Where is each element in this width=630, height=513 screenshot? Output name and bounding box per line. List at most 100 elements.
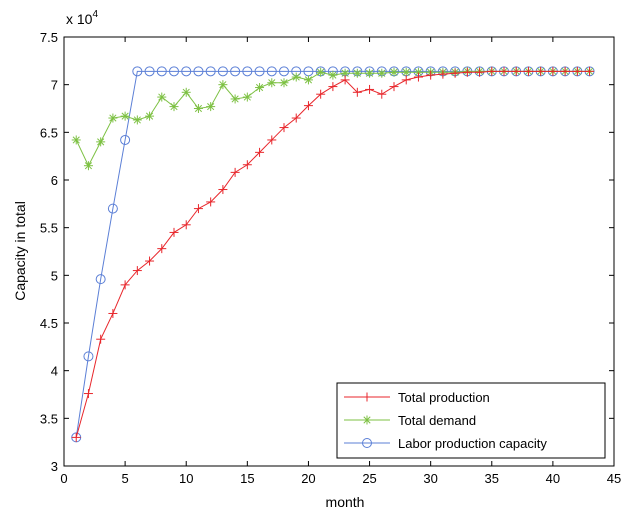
data-point <box>230 94 240 104</box>
data-point <box>328 82 338 92</box>
circle-marker-shape <box>120 134 131 145</box>
data-point <box>242 92 252 102</box>
circle-marker-shape <box>193 66 204 77</box>
data-point <box>120 134 131 145</box>
asterisk-marker-d2 <box>414 68 423 76</box>
data-point <box>585 66 595 76</box>
asterisk-marker-d2 <box>194 104 203 113</box>
y-tick-label: 7.5 <box>40 30 58 45</box>
circle-marker-shape <box>279 66 289 77</box>
y-axis-multiplier-base: x 10 <box>66 11 93 27</box>
data-point <box>475 67 485 77</box>
circle-marker-shape <box>217 66 228 77</box>
data-point <box>120 111 130 121</box>
data-point <box>218 80 228 90</box>
data-point <box>279 66 289 77</box>
data-point <box>96 137 106 147</box>
data-point <box>389 67 399 77</box>
data-point <box>120 280 130 290</box>
legend-marker-shape <box>362 415 372 425</box>
y-axis-label: Capacity in total <box>12 201 28 301</box>
asterisk-marker-d2 <box>390 68 398 76</box>
asterisk-marker-d2 <box>365 69 374 77</box>
circle-marker-shape <box>169 66 179 77</box>
data-point <box>438 69 448 79</box>
circle-marker-shape <box>144 66 155 77</box>
data-point <box>83 389 93 399</box>
x-tick-label: 15 <box>240 471 254 486</box>
y-axis-multiplier-exponent: 4 <box>92 9 98 20</box>
legend-marker-shape <box>362 392 372 402</box>
asterisk-marker-d2 <box>207 102 215 111</box>
data-point <box>401 75 411 85</box>
legend-entry-2: Labor production capacity <box>344 436 547 451</box>
legend-marker-shape <box>362 438 372 448</box>
legend-marker-2 <box>362 438 372 448</box>
data-point <box>279 123 289 133</box>
data-point <box>303 101 313 111</box>
data-point <box>328 70 338 80</box>
data-point <box>205 66 216 77</box>
circle-marker-shape <box>362 438 372 448</box>
asterisk-marker-d2 <box>219 81 227 89</box>
x-tick-label: 20 <box>301 471 315 486</box>
data-point <box>352 68 362 78</box>
x-tick-label: 25 <box>362 471 376 486</box>
data-point <box>230 66 241 77</box>
legend-label-0: Total production <box>398 390 490 405</box>
data-point <box>108 308 118 318</box>
y-tick-label: 4.5 <box>40 316 58 331</box>
data-point <box>181 220 191 230</box>
circle-marker-shape <box>205 66 216 77</box>
data-point <box>487 66 497 76</box>
y-tick-label: 6.5 <box>40 125 58 140</box>
x-tick-label: 5 <box>121 471 128 486</box>
x-tick-label: 10 <box>179 471 193 486</box>
data-point <box>426 70 436 80</box>
asterisk-marker-d2 <box>243 93 251 101</box>
data-point <box>83 351 94 362</box>
data-point <box>181 66 192 77</box>
x-tick-label: 45 <box>607 471 621 486</box>
data-point <box>499 66 509 76</box>
asterisk-marker-d2 <box>402 68 410 76</box>
legend-entry-1: Total demand <box>344 413 476 428</box>
data-point <box>291 113 301 123</box>
y-axis-multiplier: x 104 <box>66 9 98 27</box>
asterisk-marker-d2 <box>317 68 325 76</box>
data-point <box>132 115 142 125</box>
asterisk-marker-d2 <box>292 73 300 81</box>
legend-entry-0: Total production <box>344 390 490 405</box>
data-point <box>169 66 179 77</box>
asterisk-marker-d2 <box>170 102 178 111</box>
data-point <box>145 111 155 121</box>
data-point <box>193 66 204 77</box>
data-point <box>217 66 228 77</box>
circle-marker-shape <box>83 351 94 362</box>
data-point <box>267 135 277 145</box>
asterisk-marker-d2 <box>304 76 313 84</box>
data-point <box>572 66 582 76</box>
circle-marker-shape <box>132 66 143 77</box>
data-point <box>218 185 228 195</box>
x-tick-label: 30 <box>423 471 437 486</box>
data-point <box>242 160 252 170</box>
data-point <box>255 147 265 157</box>
data-point <box>340 75 350 85</box>
series-layer <box>71 66 595 443</box>
data-point <box>95 274 106 285</box>
data-point <box>132 66 143 77</box>
asterisk-marker-d2 <box>145 112 154 120</box>
asterisk-marker-d2 <box>109 114 117 122</box>
data-point <box>303 75 313 85</box>
data-point <box>181 87 191 97</box>
data-point <box>83 161 93 171</box>
data-point <box>377 68 387 78</box>
y-tick-label: 4 <box>51 364 58 379</box>
asterisk-marker-d2 <box>158 93 166 101</box>
data-point <box>266 66 277 77</box>
data-point <box>365 84 375 94</box>
data-point <box>267 78 277 88</box>
y-tick-label: 3.5 <box>40 411 58 426</box>
data-point <box>511 66 521 76</box>
